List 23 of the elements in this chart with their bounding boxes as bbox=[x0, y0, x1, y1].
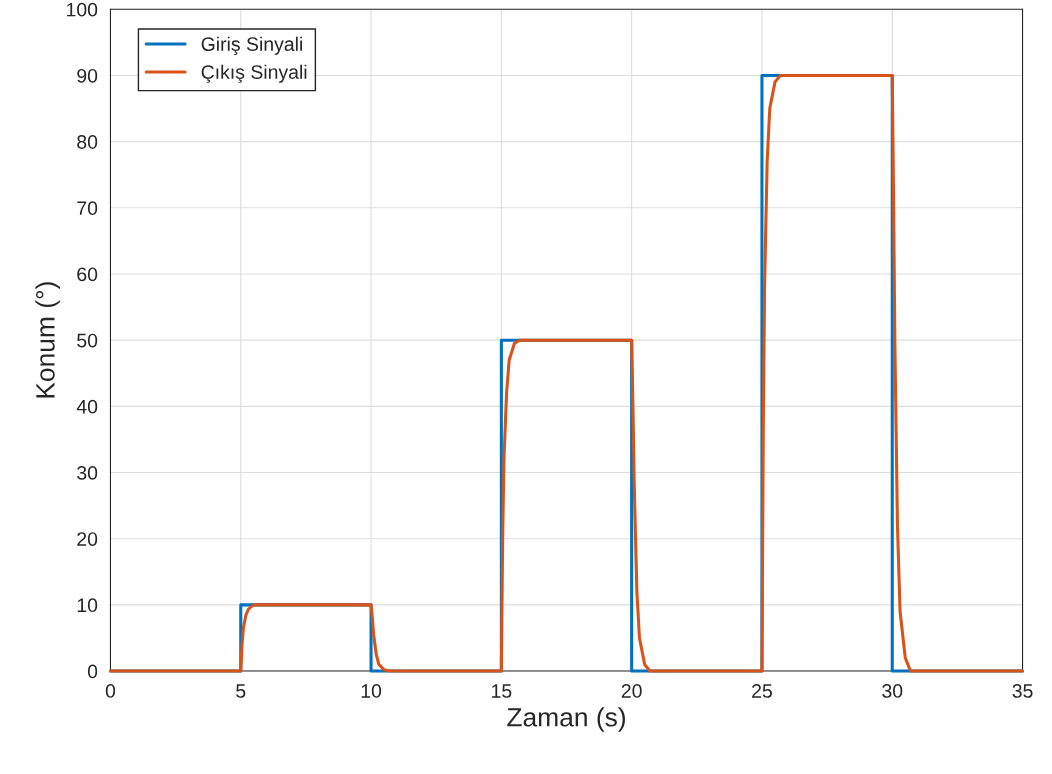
y-tick-label: 20 bbox=[77, 532, 98, 546]
x-tick-label: 35 bbox=[1012, 684, 1033, 698]
y-tick-label: 80 bbox=[77, 135, 98, 149]
y-tick-label: 50 bbox=[77, 333, 98, 348]
y-tick-label: 60 bbox=[77, 267, 98, 282]
x-axis-title: Zaman (s) bbox=[507, 707, 625, 732]
y-tick-label: 0 bbox=[87, 664, 98, 679]
y-tick-label: 100 bbox=[67, 2, 98, 17]
x-tick-label: 25 bbox=[752, 684, 772, 698]
x-tick-label: 30 bbox=[882, 684, 903, 698]
x-tick-label: 5 bbox=[236, 684, 246, 698]
y-tick-label: 90 bbox=[77, 68, 98, 83]
x-tick-label: 15 bbox=[492, 684, 512, 698]
y-tick-label: 30 bbox=[77, 465, 98, 480]
x-tick-label: 0 bbox=[105, 684, 116, 698]
x-tick-label: 10 bbox=[361, 684, 382, 698]
y-tick-label: 40 bbox=[76, 399, 98, 414]
y-axis-title: Konum (°) bbox=[35, 282, 60, 398]
y-tick-label: 10 bbox=[77, 598, 98, 613]
legend-label: Giriş Sinyali bbox=[201, 36, 302, 55]
x-tick-label: 20 bbox=[621, 684, 642, 698]
legend-label: Çıkış Sinyali bbox=[201, 64, 307, 83]
y-tick-label: 70 bbox=[77, 201, 98, 216]
